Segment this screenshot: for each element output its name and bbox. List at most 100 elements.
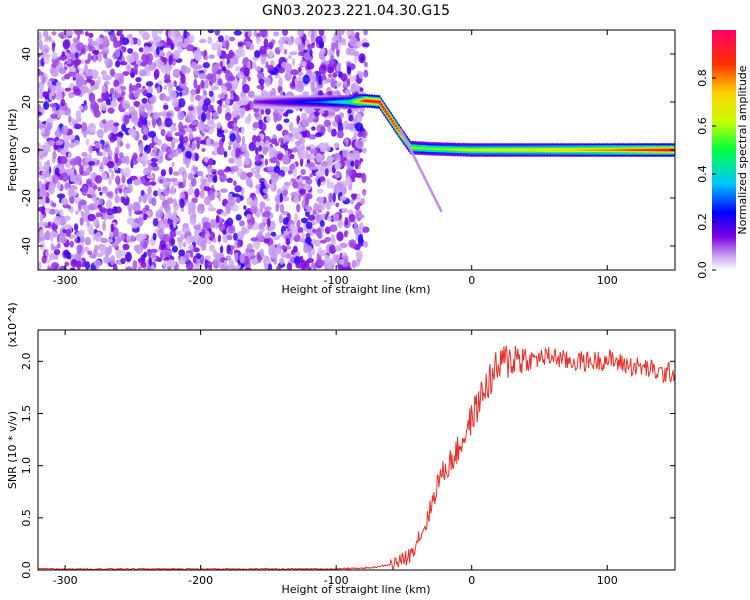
spectrogram-noise-cell xyxy=(45,35,52,40)
spectrogram-noise-cell xyxy=(162,260,170,269)
spectrogram-noise-cell xyxy=(75,75,85,86)
spectrogram-noise-cell xyxy=(178,256,187,265)
spectrogram-noise-cell xyxy=(172,68,181,78)
spectrogram-noise-cell xyxy=(99,191,103,196)
spectrogram-noise-cell xyxy=(137,266,142,270)
spectrogram-noise-cell xyxy=(74,156,82,165)
colorbar-gradient xyxy=(712,30,736,270)
spectrogram-noise-cell xyxy=(190,94,195,103)
spectrogram-noise-cell xyxy=(319,220,325,228)
spectrogram-noise-cell xyxy=(138,30,146,36)
colorbar-ticks: 0.0 0.2 0.4 0.6 0.8 xyxy=(696,69,716,279)
spectrogram-noise-cell xyxy=(297,71,304,76)
spectrogram-noise-cell xyxy=(128,92,135,100)
spectrogram-noise-cell xyxy=(67,71,76,77)
spectrogram-noise-cell xyxy=(81,85,90,94)
spectrogram-noise-cell xyxy=(168,166,173,176)
spectrogram-noise-cell xyxy=(168,89,177,101)
spectrogram-noise-cell xyxy=(66,59,72,65)
snr-panel: -300 -200 -100 0 100 0.0 0.5 1.0 1.5 2.0 Height o… xyxy=(6,302,676,596)
spectrogram-noise-cell xyxy=(73,88,82,96)
spectrogram-noise-cell xyxy=(67,142,76,148)
spectrogram-noise-cell xyxy=(208,54,215,59)
spectrogram-noise-cell xyxy=(78,104,84,111)
spectrogram-noise-cell xyxy=(279,36,284,44)
spectrogram-noise-cell xyxy=(306,162,315,168)
spectrogram-noise-cell xyxy=(287,54,292,60)
spectrogram-noise-cell xyxy=(283,134,292,143)
spectrogram-noise-cell xyxy=(71,45,75,54)
spectrogram-noise-cell xyxy=(324,254,331,262)
spectrogram-noise-cell xyxy=(101,186,108,191)
spectrogram-noise-cell xyxy=(191,140,196,151)
spectrogram-noise-cell xyxy=(360,87,364,92)
snr-ytick-label: 0.5 xyxy=(20,509,33,527)
spectrogram-noise-cell xyxy=(56,126,60,132)
spectrogram-noise-cell xyxy=(234,251,239,262)
spectrogram-noise-cell xyxy=(162,218,168,225)
spectrogram-noise-cell xyxy=(320,249,327,256)
spectrogram-noise-cell xyxy=(114,187,119,195)
spectrogram-xtick-label: -100 xyxy=(324,274,349,287)
spectrogram-noise-cell xyxy=(193,70,200,76)
spectrogram-noise-cell xyxy=(330,77,335,89)
spectrogram-noise-cell xyxy=(317,178,321,187)
spectrogram-noise-cell xyxy=(225,204,231,215)
spectrogram-noise-cell xyxy=(76,236,81,243)
spectrogram-noise-cell xyxy=(216,122,222,129)
spectrogram-noise-cell xyxy=(173,150,179,158)
spectrogram-noise-cell xyxy=(99,207,108,214)
colorbar-tick-label: 0.4 xyxy=(696,165,709,183)
spectrogram-noise-cell xyxy=(188,106,194,111)
spectrogram-noise-cell xyxy=(363,61,368,68)
spectrogram-noise-cell xyxy=(69,240,74,248)
spectrogram-noise-cell xyxy=(109,136,116,143)
spectrogram-noise-cell xyxy=(145,81,154,87)
spectrogram-noise-cell xyxy=(52,151,57,160)
spectrogram-noise-cell xyxy=(226,63,233,69)
spectrogram-track-cell xyxy=(385,113,390,115)
spectrogram-noise-cell xyxy=(157,118,162,127)
spectrogram-noise-cell xyxy=(97,52,103,63)
spectrogram-noise-cell xyxy=(102,119,107,125)
spectrogram-noise-cell xyxy=(354,114,359,121)
spectrogram-noise-cell xyxy=(199,139,208,145)
spectrogram-noise-cell xyxy=(328,244,336,255)
spectrogram-noise-cell xyxy=(243,157,250,166)
spectrogram-noise-cell xyxy=(112,263,118,270)
spectrogram-noise-cell xyxy=(345,47,352,56)
spectrogram-noise-cell xyxy=(241,135,246,145)
spectrogram-noise-cell xyxy=(295,263,303,269)
spectrogram-noise-cell xyxy=(130,72,135,78)
spectrogram-noise-cell xyxy=(69,172,77,183)
spectrogram-noise-cell xyxy=(249,200,258,207)
spectrogram-noise-cell xyxy=(180,207,185,212)
spectrogram-noise-cell xyxy=(48,181,56,190)
snr-ytick-label: 1.0 xyxy=(20,457,33,475)
spectrogram-noise-cell xyxy=(135,233,144,242)
snr-ticks: -300 -200 -100 0 100 0.0 0.5 1.0 1.5 2.0 xyxy=(20,330,675,587)
spectrogram-noise-cell xyxy=(282,112,288,117)
spectrogram-noise-cell xyxy=(126,64,132,73)
spectrogram-noise-cell xyxy=(79,217,84,226)
spectrogram-noise-cell xyxy=(220,104,229,109)
spectrogram-noise-cell xyxy=(193,263,203,270)
spectrogram-noise-cell xyxy=(152,218,159,227)
spectrogram-noise-cell xyxy=(336,130,344,139)
spectrogram-noise-cell xyxy=(228,36,236,42)
spectrogram-noise-cell xyxy=(192,255,197,264)
spectrogram-noise-cell xyxy=(137,217,144,226)
spectrogram-noise-cell xyxy=(318,75,322,86)
spectrogram-noise-cell xyxy=(110,223,115,233)
spectrogram-noise-cell xyxy=(122,167,131,178)
spectrogram-noise-cell xyxy=(306,245,313,253)
spectrogram-noise-cell xyxy=(226,234,233,241)
spectrogram-noise-cell xyxy=(171,161,175,168)
spectrogram-noise-cell xyxy=(172,138,179,143)
spectrogram-noise-cell xyxy=(327,201,336,206)
spectrogram-noise-cell xyxy=(302,91,310,96)
spectrogram-noise-cell xyxy=(279,203,285,214)
spectrogram-noise-cell xyxy=(38,104,41,109)
